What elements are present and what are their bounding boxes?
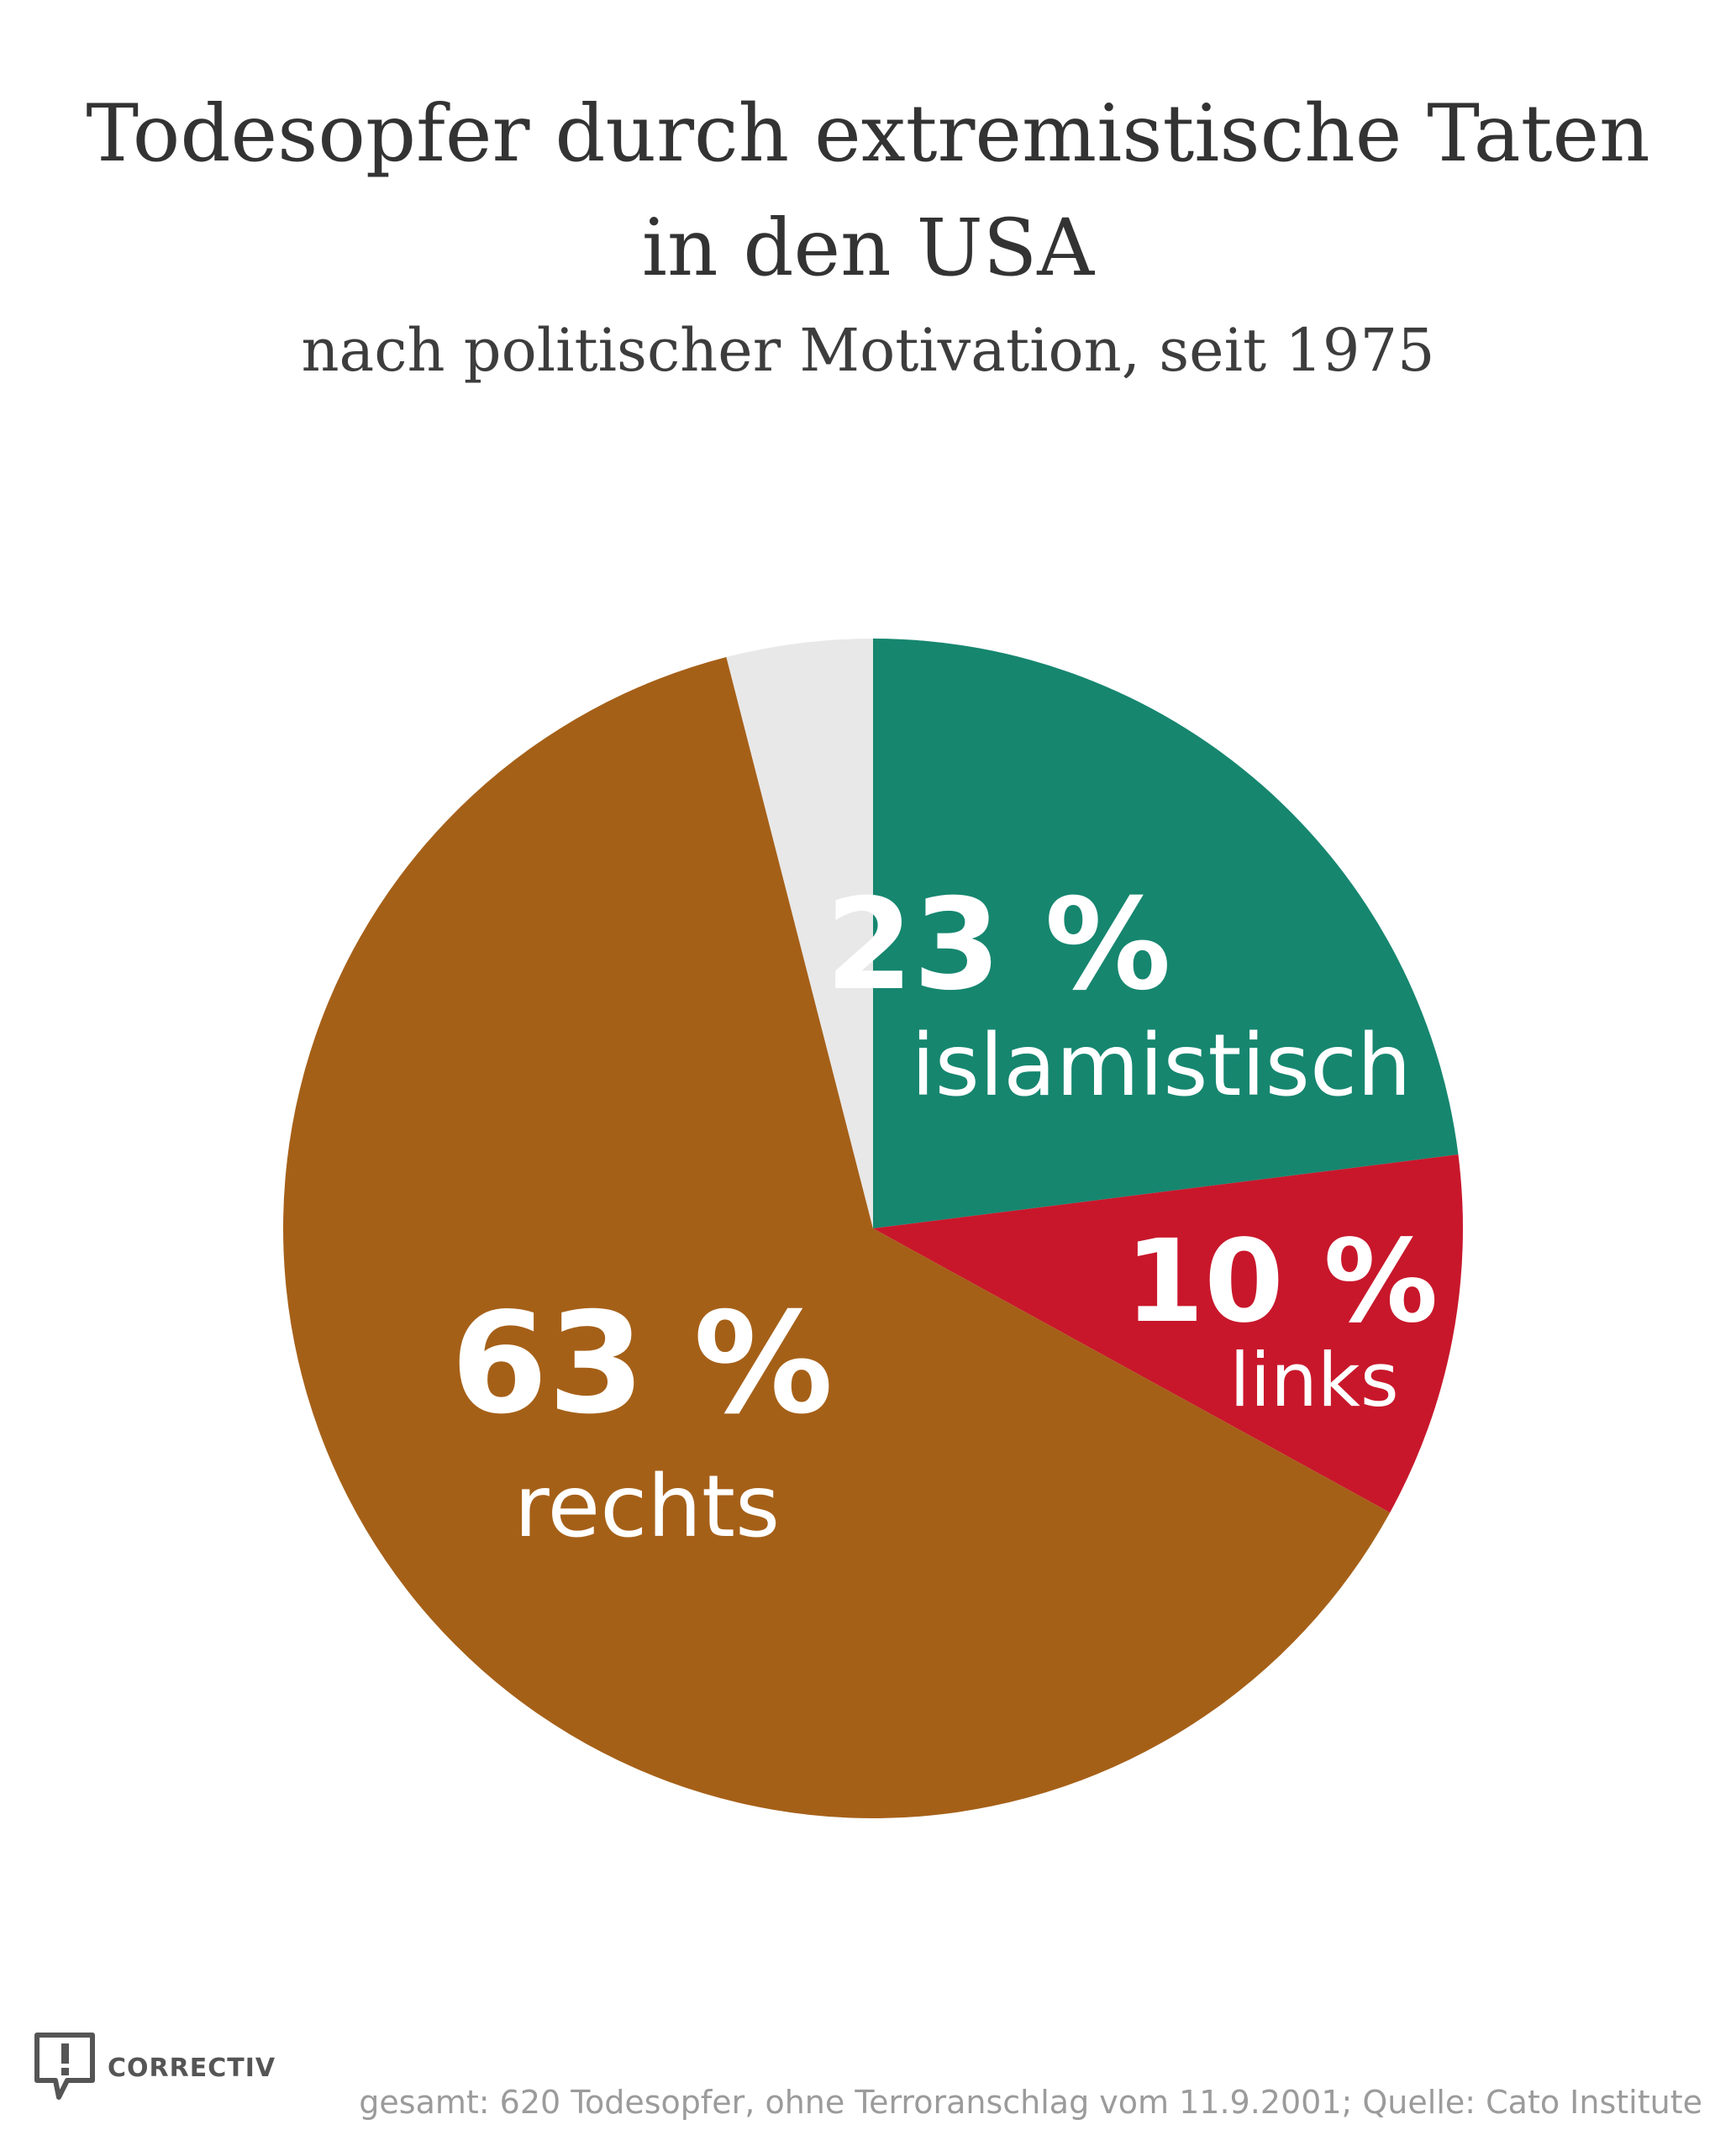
slice-label-name-links: links [1229, 1337, 1398, 1423]
speech-bubble-exclamation-icon [34, 2033, 95, 2100]
chart-title-line-2: in den USA [641, 202, 1095, 294]
pie-slice-islamistisch [873, 639, 1459, 1228]
logo-text: CORRECTIV [108, 2053, 276, 2083]
pie-slice-rechts [283, 657, 1391, 1818]
pie-slices [283, 639, 1463, 1818]
slice-label-pct-links: 10 % [1125, 1216, 1439, 1349]
chart-title: Todesopfer durch extremistische Taten in… [0, 77, 1736, 306]
slice-label-name-rechts: rechts [514, 1457, 780, 1557]
chart-subtitle: nach politischer Motivation, seit 1975 [301, 316, 1435, 385]
correctiv-logo: CORRECTIV [34, 2032, 276, 2104]
slice-label-pct-rechts: 63 % [450, 1283, 833, 1445]
slice-label-pct-islamistisch: 23 % [825, 872, 1170, 1018]
slice-label-name-islamistisch: islamistisch [911, 1016, 1411, 1116]
pie-slice-links [873, 1154, 1463, 1513]
footer-note: gesamt: 620 Todesopfer, ohne Terroransch… [359, 2084, 1702, 2121]
pie-slice-other [726, 639, 873, 1228]
chart-title-line-1: Todesopfer durch extremistische Taten [86, 88, 1650, 180]
